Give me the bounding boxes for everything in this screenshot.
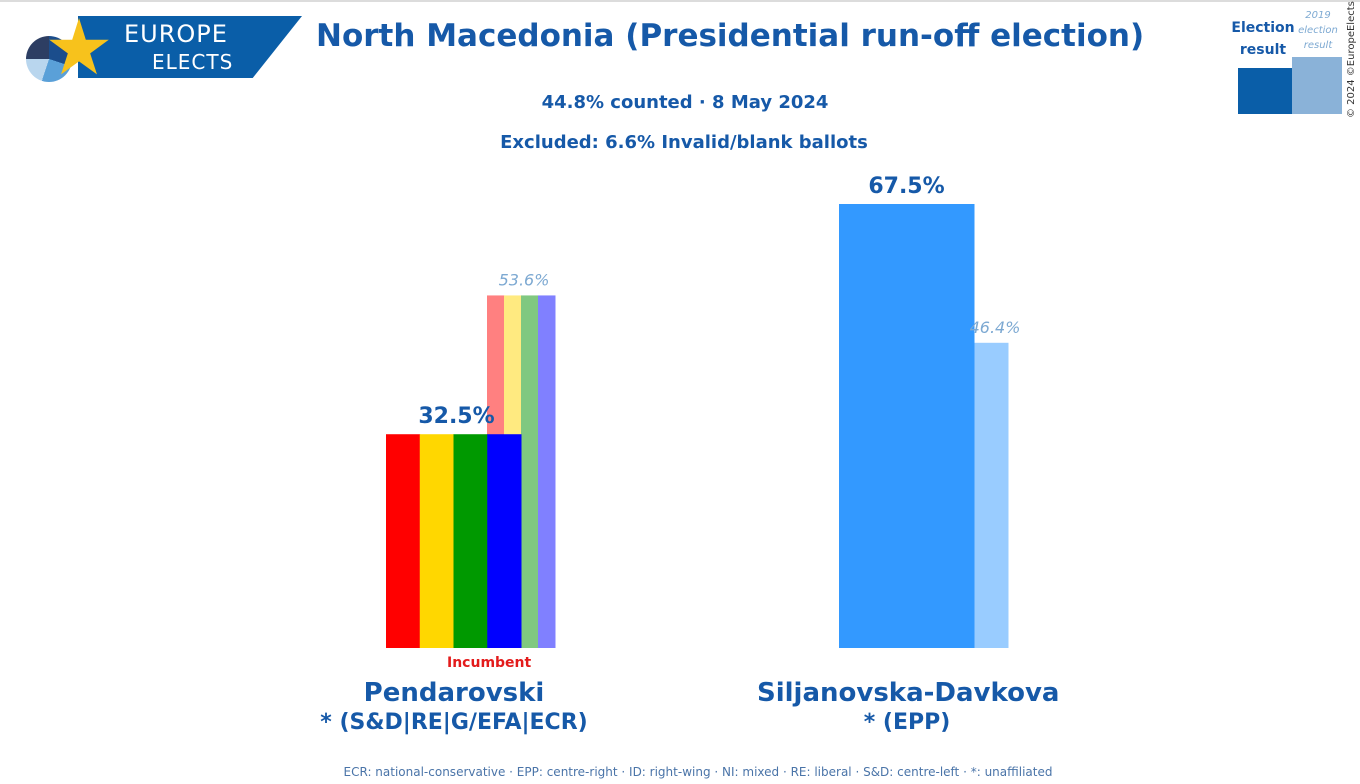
- legend-previous-label: 2019 election result: [1298, 10, 1338, 51]
- logo-text-europe: EUROPE: [124, 20, 228, 48]
- logo-text-elects: ELECTS: [152, 50, 234, 74]
- bar-2019-pendarovski-seg-2: [521, 295, 539, 648]
- chart-subtitle: 44.8% counted · 8 May 2024: [541, 92, 829, 113]
- incumbent-badge: Incumbent: [447, 655, 532, 671]
- bar-current-pendarovski-seg-1: [419, 434, 454, 648]
- bar-2019-pendarovski-seg-3: [538, 295, 556, 648]
- legend-previous-swatch: [1292, 57, 1342, 114]
- footnote: ECR: national-conservative · EPP: centre…: [343, 765, 1053, 779]
- europe-elects-logo: EUROPE ELECTS: [26, 16, 302, 82]
- value-label-siljanovska-davkova: 67.5%: [868, 174, 944, 199]
- candidate-name-siljanovska-davkova: Siljanovska-Davkova: [757, 678, 1060, 708]
- candidate-affiliation-siljanovska-davkova: * (EPP): [863, 710, 951, 735]
- candidate-name-pendarovski: Pendarovski: [363, 678, 545, 708]
- candidate-affiliation-pendarovski: * (S&D|RE|G/EFA|ECR): [320, 710, 588, 735]
- prev-value-label-siljanovska-davkova: 46.4%: [970, 318, 1021, 337]
- prev-value-label-pendarovski: 53.6%: [499, 270, 550, 289]
- legend-current-swatch: [1238, 68, 1292, 114]
- legend-current-label: Election result: [1231, 20, 1295, 58]
- excluded-note: Excluded: 6.6% Invalid/blank ballots: [500, 132, 868, 153]
- bar-current-pendarovski-seg-2: [453, 434, 488, 648]
- bar-current-siljanovska-davkova-seg-0: [839, 204, 975, 648]
- top-rule: [0, 0, 1360, 2]
- bar-2019-siljanovska-davkova-seg-0: [974, 342, 1009, 648]
- bar-current-pendarovski-seg-3: [487, 434, 522, 648]
- chart-title: North Macedonia (Presidential run-off el…: [316, 18, 1145, 54]
- bar-current-pendarovski-seg-0: [386, 434, 421, 648]
- value-label-pendarovski: 32.5%: [418, 404, 494, 429]
